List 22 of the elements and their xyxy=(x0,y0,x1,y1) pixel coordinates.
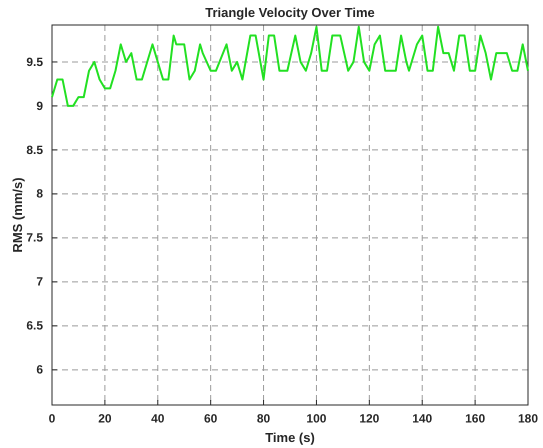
x-tick-label: 180 xyxy=(518,412,538,426)
y-tick-label: 6.5 xyxy=(26,318,44,333)
y-tick-label: 8 xyxy=(36,186,44,201)
x-tick-label: 100 xyxy=(306,412,327,426)
x-axis-title: Time (s) xyxy=(265,430,315,445)
x-tick-label: 160 xyxy=(465,412,486,426)
chart-title: Triangle Velocity Over Time xyxy=(205,5,375,20)
x-tick-label: 120 xyxy=(359,412,380,426)
x-tick-label: 20 xyxy=(98,412,112,426)
x-tick-label: 40 xyxy=(151,412,165,426)
x-tick-label: 60 xyxy=(204,412,218,426)
y-tick-label: 7.5 xyxy=(26,230,44,245)
x-tick-label: 80 xyxy=(256,412,271,426)
x-tick-label: 140 xyxy=(412,412,433,426)
y-axis-title: RMS (mm/s) xyxy=(10,177,25,253)
x-tick-label: 0 xyxy=(48,412,56,426)
y-tick-label: 9 xyxy=(36,98,44,113)
line-series xyxy=(51,26,529,107)
y-tick-label: 7 xyxy=(36,274,44,289)
y-tick-label: 8.5 xyxy=(26,142,44,157)
y-tick-label: 6 xyxy=(36,362,44,377)
y-tick-label: 9.5 xyxy=(26,54,44,69)
